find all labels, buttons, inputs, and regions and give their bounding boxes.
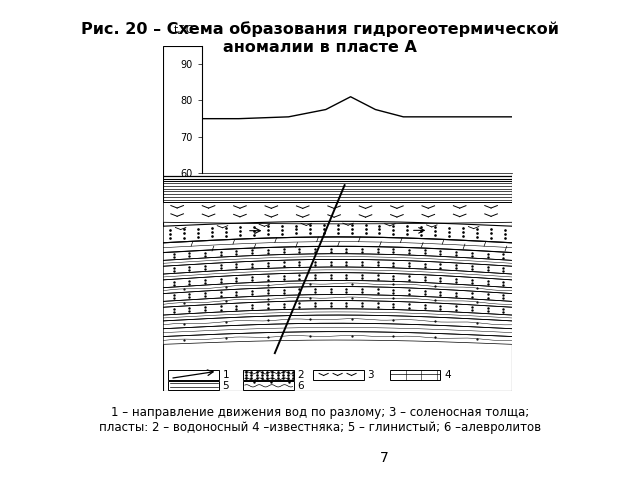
Text: 4: 4 — [444, 370, 451, 380]
Bar — [243, 381, 294, 390]
Text: t,°C: t,°C — [173, 25, 194, 36]
Bar — [168, 370, 219, 380]
Text: Рис. 20 – Схема образования гидрогеотермической
аномалии в пласте А: Рис. 20 – Схема образования гидрогеотерм… — [81, 22, 559, 55]
Bar — [243, 370, 294, 380]
Text: 7: 7 — [380, 451, 388, 465]
Text: 2: 2 — [298, 370, 304, 380]
Text: 6: 6 — [298, 381, 304, 391]
Text: 5: 5 — [223, 381, 229, 391]
Bar — [390, 370, 440, 380]
Text: 1: 1 — [223, 370, 229, 380]
Bar — [313, 370, 364, 380]
Text: 3: 3 — [367, 370, 374, 380]
Text: 1 – направление движения вод по разлому; 3 – соленосная толща;
пласты: 2 – водон: 1 – направление движения вод по разлому;… — [99, 406, 541, 433]
Bar — [168, 381, 219, 390]
